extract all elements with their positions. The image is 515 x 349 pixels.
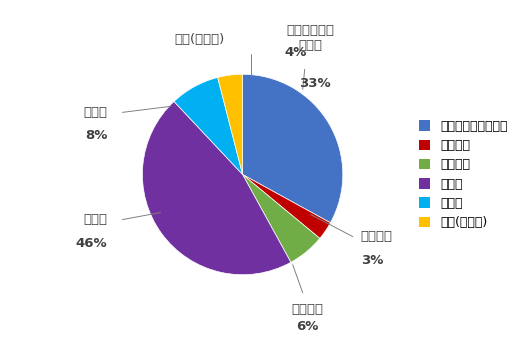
- Text: 正社員: 正社員: [83, 213, 107, 226]
- Text: 4%: 4%: [285, 46, 307, 59]
- Text: 派遣社員: 派遣社員: [361, 230, 393, 243]
- Wedge shape: [243, 174, 331, 238]
- Text: 33%: 33%: [299, 77, 331, 90]
- Text: アルバイト・
パート: アルバイト・ パート: [287, 24, 335, 52]
- Text: 不明(未回答): 不明(未回答): [174, 33, 225, 46]
- Wedge shape: [243, 74, 343, 223]
- Text: 6%: 6%: [297, 320, 319, 333]
- Wedge shape: [174, 77, 243, 174]
- Text: 3%: 3%: [361, 254, 383, 267]
- Text: 46%: 46%: [76, 237, 107, 250]
- Legend: アルバイト・パート, 派遣社員, 契約社員, 正社員, その他, 不明(未回答): アルバイト・パート, 派遣社員, 契約社員, 正社員, その他, 不明(未回答): [419, 120, 508, 229]
- Text: 契約社員: 契約社員: [291, 303, 324, 316]
- Text: その他: その他: [83, 106, 107, 119]
- Wedge shape: [143, 102, 291, 275]
- Text: 8%: 8%: [85, 129, 107, 142]
- Wedge shape: [218, 74, 243, 174]
- Wedge shape: [243, 174, 320, 262]
